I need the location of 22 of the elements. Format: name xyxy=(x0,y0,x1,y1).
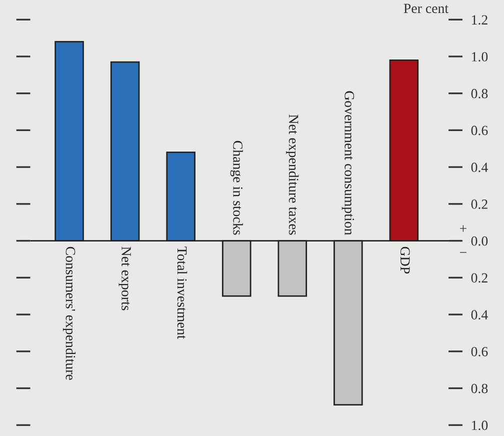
y-tick-label: 0.2 xyxy=(471,200,488,209)
y-tick-label: 0.8 xyxy=(471,88,488,98)
y-axis-title: Per cent xyxy=(404,4,448,14)
y-tick-label: 0.8 xyxy=(471,384,488,394)
x-tick-label: Government consumption xyxy=(342,91,354,236)
y-tick-label: 0.6 xyxy=(471,126,488,136)
y-tick-label: 1.2 xyxy=(472,15,488,25)
x-tick-label: GDP xyxy=(400,246,410,274)
x-tick-label: Net exports xyxy=(118,246,131,310)
x-tick-label: Consumers' expenditure xyxy=(62,246,76,380)
x-tick-label: Net expenditure taxes xyxy=(286,114,299,235)
y-tick-label: 0.2 xyxy=(471,273,488,283)
x-tick-label: Change in stocks xyxy=(230,140,243,235)
y-tick-label: 0.4 xyxy=(471,310,488,320)
text: + xyxy=(460,225,466,232)
y-tick-label: 1.0 xyxy=(472,52,488,62)
y-tick-label: 0.6 xyxy=(471,346,488,356)
y-tick-label: 1.0 xyxy=(472,420,488,430)
x-tick-label: Total investment xyxy=(177,246,188,339)
y-tick-label: 0.4 xyxy=(471,162,488,172)
text: − xyxy=(460,252,466,253)
y-tick-label: 0.0 xyxy=(471,236,488,246)
